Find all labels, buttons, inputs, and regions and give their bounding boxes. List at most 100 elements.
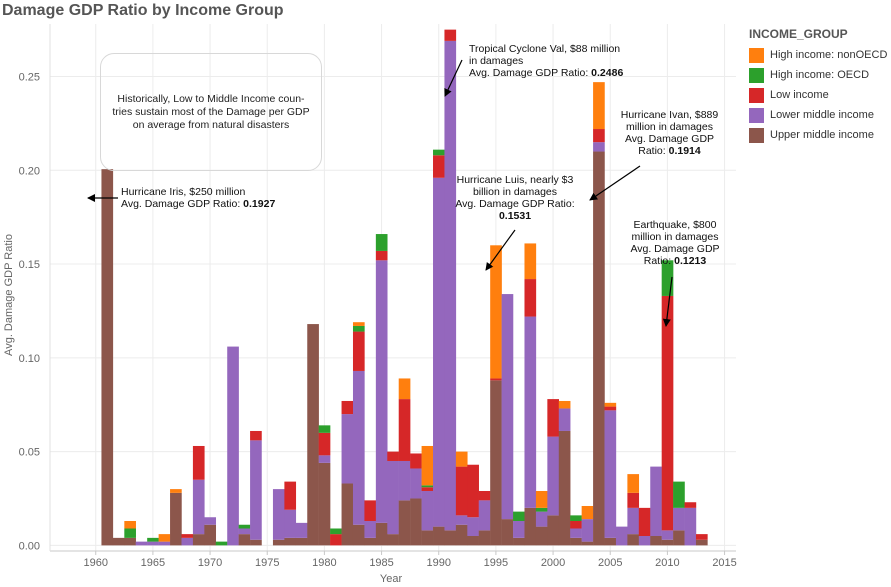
annotation-value: 0.1213 — [674, 255, 707, 267]
bar-segment — [547, 515, 560, 546]
bar-segment — [364, 520, 377, 538]
y-tick-label: 0.00 — [19, 540, 40, 552]
bar-segment — [524, 243, 537, 280]
annotation-value: 0.2486 — [591, 67, 624, 79]
x-tick-label: 2015 — [712, 557, 736, 569]
bar-segment — [535, 511, 548, 527]
annotation-line: billion in damages — [472, 186, 558, 198]
bar-segment — [170, 492, 182, 546]
x-tick-label: 1985 — [369, 557, 393, 569]
annotation-hurricane-ivan: Hurricane Ivan, $889 million in damages Av… — [612, 109, 727, 157]
bar-segment — [661, 295, 674, 531]
x-tick-label: 1990 — [426, 557, 450, 569]
chart-title: Damage GDP Ratio by Income Group — [2, 2, 284, 19]
bar-segment — [593, 129, 605, 143]
bar-segment — [478, 490, 491, 501]
x-tick-label: 2005 — [598, 557, 622, 569]
bar-segment — [250, 440, 262, 540]
bar-segment — [421, 490, 434, 531]
annotation-line: million in damages — [631, 231, 719, 243]
bar-segment — [650, 535, 662, 546]
bar-segment — [467, 535, 479, 546]
bar-segment — [330, 528, 342, 535]
annotation-arrow — [662, 276, 673, 327]
bar-segment — [204, 524, 217, 546]
bar-segment — [524, 507, 537, 546]
bar-segment — [387, 534, 399, 546]
annotation-line: million in damages — [626, 121, 713, 133]
bar-segment — [238, 534, 251, 546]
bar-segment — [250, 539, 262, 546]
bar-segment — [513, 520, 525, 538]
legend-item: High income: OECD — [749, 65, 889, 85]
annotation-value-line: Avg. Damage GDP Ratio: 0.1927 — [121, 198, 275, 210]
y-tick-label: 0.20 — [19, 165, 40, 177]
bar-segment — [627, 534, 640, 546]
bar-segment — [593, 82, 605, 130]
x-tick-label: 2010 — [655, 557, 679, 569]
bar-segment — [135, 541, 148, 546]
x-tick-label: 1965 — [141, 557, 165, 569]
bar-segment — [330, 534, 342, 546]
annotation-earthquake: Earthquake, $800 million in damages Avg. D… — [620, 219, 730, 267]
bar-segment — [570, 537, 582, 546]
bar-segment — [307, 324, 319, 546]
bar-segment — [615, 526, 628, 546]
bar-segment — [318, 432, 331, 456]
bar-segment — [421, 530, 434, 546]
x-tick-label: 1960 — [83, 557, 107, 569]
bar-segment — [490, 380, 502, 546]
bar-segment — [467, 464, 479, 518]
bar-segment — [627, 507, 640, 535]
bar-segment — [501, 294, 514, 520]
bar-segment — [341, 483, 354, 546]
legend-label: Lower middle income — [770, 109, 874, 121]
bar-segment — [558, 400, 571, 409]
x-tick-label: 1980 — [312, 557, 336, 569]
bar-segment — [627, 474, 640, 493]
bar-segment — [558, 430, 571, 546]
bar-segment — [341, 414, 354, 484]
bar-segment — [250, 430, 262, 441]
bar-segment — [604, 406, 617, 411]
annotation-value-prefix: Ratio: — [638, 145, 669, 157]
x-tick-label: 1975 — [255, 557, 279, 569]
bar-segment — [410, 453, 422, 469]
bar-segment — [158, 541, 171, 546]
bar-segment — [387, 451, 399, 461]
legend-item: Low income — [749, 85, 889, 105]
bar-segment — [375, 522, 388, 546]
bar-segment — [478, 530, 491, 546]
x-tick-label: 2000 — [541, 557, 565, 569]
annotation-value-line: Avg. Damage GDP Ratio: 0.2486 — [469, 67, 623, 79]
annotation-value: 0.1927 — [243, 198, 276, 210]
bar-segment — [170, 489, 182, 493]
bar-segment — [467, 517, 479, 536]
bar-segment — [455, 515, 468, 525]
annotation-value-prefix: Avg. Damage GDP Ratio: — [469, 67, 592, 79]
bar-segment — [398, 500, 411, 546]
bar-segment — [375, 260, 388, 523]
y-tick-label: 0.25 — [19, 72, 40, 84]
annotation-line: Avg. Damage GDP Ratio: — [455, 198, 575, 210]
bar-segment — [444, 40, 457, 531]
bar-segment — [421, 445, 434, 486]
bar-segment — [192, 445, 205, 480]
annotation-hurricane-iris: Hurricane Iris, $250 million Avg. Damage … — [121, 186, 275, 210]
annotation-line: Hurricane Luis, nearly $3 — [456, 174, 574, 186]
x-tick-label: 1995 — [484, 557, 508, 569]
annotation-value-line: Ratio: 0.1914 — [612, 145, 727, 157]
annotation-value-prefix: Ratio: — [643, 255, 675, 267]
bar-segment — [375, 234, 388, 251]
annotation-line: Avg. Damage GDP — [630, 243, 720, 255]
legend-swatch — [749, 47, 764, 63]
bar-segment — [695, 539, 708, 546]
bars — [101, 29, 708, 546]
legend-swatch — [749, 127, 764, 143]
annotation-value-line: 0.1531 — [450, 210, 580, 222]
annotation-line: Avg. Damage GDP — [624, 133, 715, 145]
bar-segment — [124, 537, 136, 546]
legend-label: High income: nonOECD — [770, 49, 888, 61]
bar-segment — [627, 492, 640, 508]
bar-segment — [364, 537, 377, 546]
